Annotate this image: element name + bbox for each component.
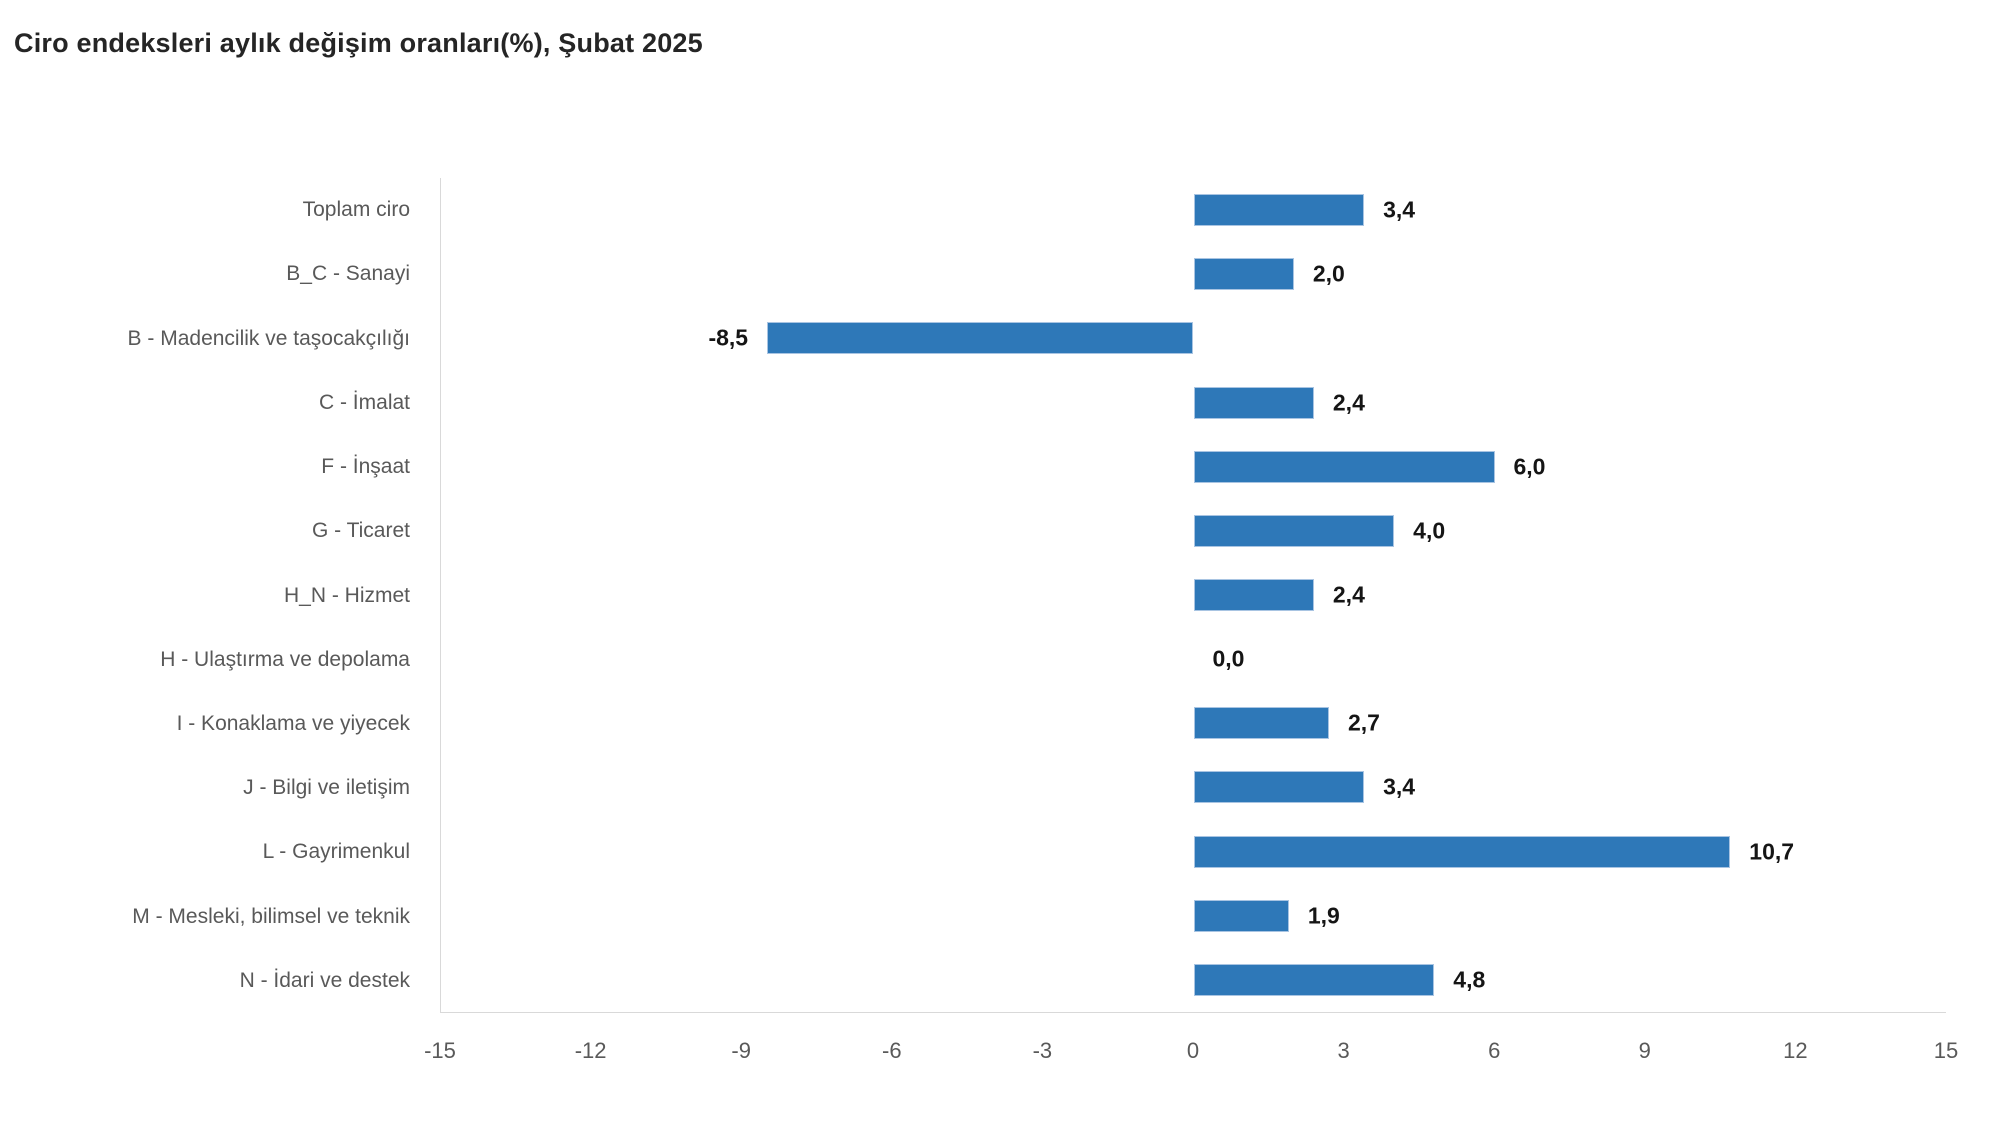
chart-title: Ciro endeksleri aylık değişim oranları(%… bbox=[14, 28, 703, 58]
bar-row: 10,7 bbox=[441, 820, 1946, 884]
bar-row: 1,9 bbox=[441, 884, 1946, 948]
bar[interactable] bbox=[767, 322, 1194, 355]
x-tick-label: 12 bbox=[1783, 1038, 1808, 1063]
value-label: 6,0 bbox=[1513, 453, 1546, 480]
x-tick-label: -3 bbox=[1032, 1038, 1053, 1063]
value-label: 4,8 bbox=[1453, 966, 1486, 993]
value-label: 0,0 bbox=[1212, 645, 1245, 672]
bar[interactable] bbox=[1193, 514, 1395, 547]
category-label: C - İmalat bbox=[318, 390, 410, 414]
bar[interactable] bbox=[1193, 771, 1365, 804]
category-label: B_C - Sanayi bbox=[286, 262, 410, 286]
x-tick-label: 0 bbox=[1186, 1038, 1200, 1063]
value-label: 2,0 bbox=[1312, 260, 1345, 287]
bar[interactable] bbox=[1193, 258, 1294, 291]
bar-row: 0,0 bbox=[441, 627, 1946, 691]
bar[interactable] bbox=[1193, 963, 1435, 996]
x-tick-label: 9 bbox=[1638, 1038, 1651, 1063]
bar[interactable] bbox=[1193, 386, 1314, 419]
category-label: H_N - Hizmet bbox=[283, 583, 410, 607]
value-label: -8,5 bbox=[708, 324, 749, 351]
category-label: I - Konaklama ve yiyecek bbox=[176, 711, 410, 735]
value-label: 10,7 bbox=[1749, 838, 1795, 865]
category-label: J - Bilgi ve iletişim bbox=[243, 776, 410, 800]
bar-row: 4,8 bbox=[441, 948, 1946, 1012]
bar-row: 2,4 bbox=[441, 370, 1946, 434]
value-label: 4,0 bbox=[1413, 517, 1446, 544]
category-axis: Toplam ciro B_C - Sanayi B - Madencilik ve… bbox=[0, 178, 410, 1013]
bar[interactable] bbox=[1193, 579, 1314, 612]
bar-row: -8,5 bbox=[441, 306, 1946, 370]
value-label: 3,4 bbox=[1383, 196, 1416, 223]
category-label: G - Ticaret bbox=[311, 519, 410, 543]
bar-row: 2,7 bbox=[441, 691, 1946, 755]
category-label: B - Madencilik ve taşocakçılığı bbox=[127, 326, 410, 350]
bar-row: 2,0 bbox=[441, 242, 1946, 306]
bar-row: 6,0 bbox=[441, 435, 1946, 499]
plot-area: 3,4 2,0 -8,5 2,4 6,0 4,0 2,4 0,0 2,7 3,4 10,7 1,9 4,… bbox=[440, 178, 1946, 1013]
value-label: 1,9 bbox=[1307, 902, 1340, 929]
category-label: L - Gayrimenkul bbox=[262, 840, 410, 864]
bar[interactable] bbox=[1193, 194, 1365, 227]
bar-row: 3,4 bbox=[441, 178, 1946, 242]
bar-row: 3,4 bbox=[441, 755, 1946, 819]
x-tick-label: -12 bbox=[574, 1038, 607, 1063]
value-label: 2,7 bbox=[1347, 709, 1380, 736]
x-tick-label: 6 bbox=[1488, 1038, 1501, 1063]
x-tick-label: -9 bbox=[731, 1038, 751, 1063]
x-tick-label: 15 bbox=[1933, 1038, 1959, 1063]
bar[interactable] bbox=[1193, 450, 1495, 483]
x-axis: -15 -12 -9 -6 -3 0 3 6 9 12 15 bbox=[424, 1038, 1958, 1068]
bar[interactable] bbox=[1193, 707, 1329, 740]
category-label: N - İdari ve destek bbox=[239, 968, 410, 992]
value-label: 2,4 bbox=[1332, 581, 1365, 608]
bar-row: 2,4 bbox=[441, 563, 1946, 627]
value-label: 3,4 bbox=[1383, 773, 1416, 800]
x-tick-label: -15 bbox=[424, 1038, 456, 1063]
bar[interactable] bbox=[1193, 835, 1731, 868]
category-label: M - Mesleki, bilimsel ve teknik bbox=[132, 904, 410, 928]
x-tick-label: -6 bbox=[882, 1038, 902, 1063]
category-label: H - Ulaştırma ve depolama bbox=[160, 647, 410, 671]
value-label: 2,4 bbox=[1332, 389, 1365, 416]
category-label: F - İnşaat bbox=[321, 455, 410, 479]
bar-row: 4,0 bbox=[441, 499, 1946, 563]
x-tick-label: 3 bbox=[1337, 1038, 1350, 1063]
bar[interactable] bbox=[1193, 899, 1289, 932]
category-label: Toplam ciro bbox=[302, 198, 410, 222]
